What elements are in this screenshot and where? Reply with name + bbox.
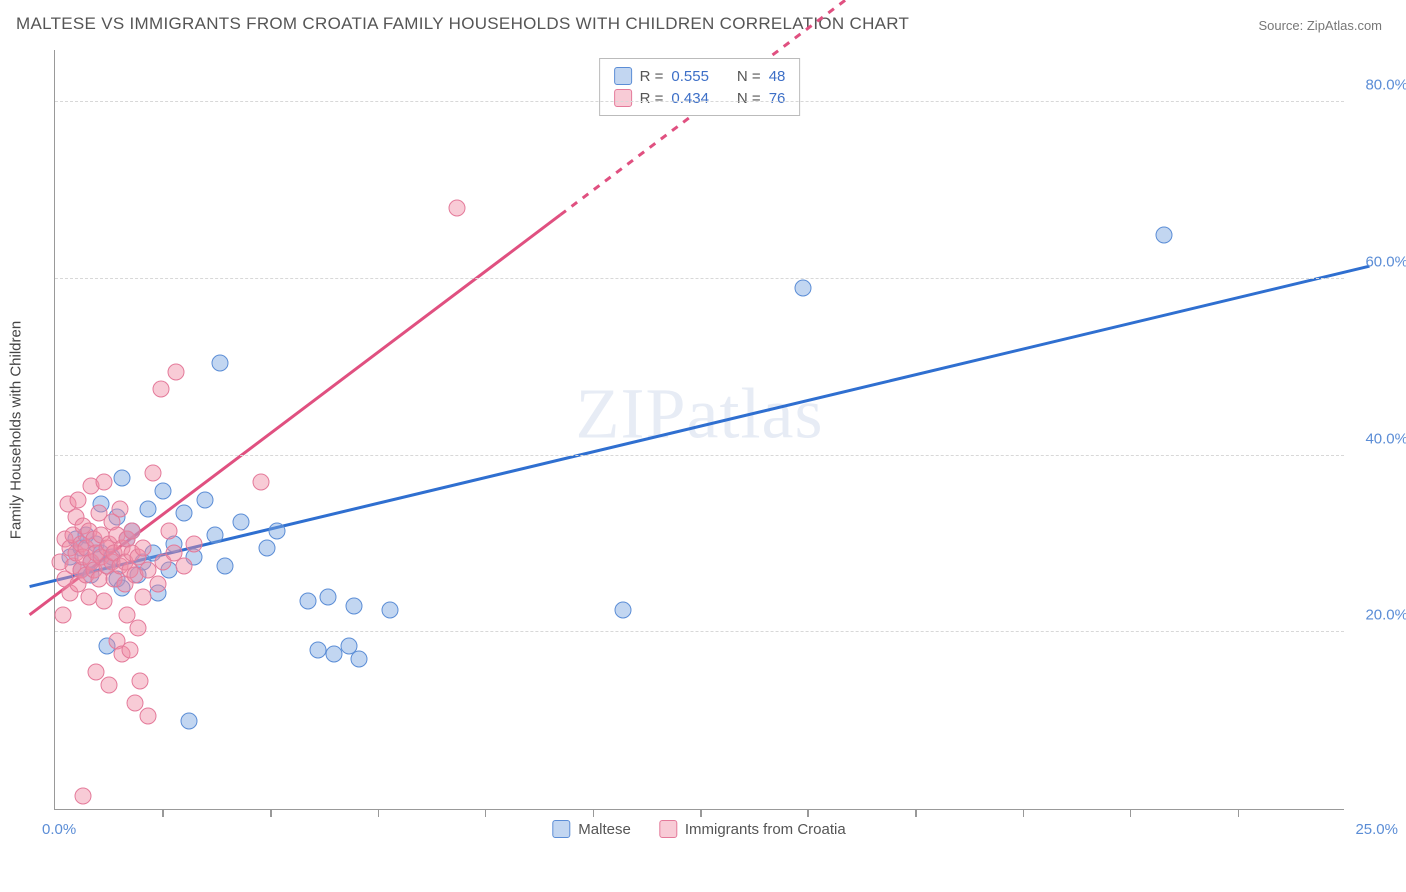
stats-row: R =0.555N =48 bbox=[614, 65, 786, 87]
x-tick bbox=[1130, 809, 1132, 817]
y-tick-label: 40.0% bbox=[1365, 430, 1406, 447]
y-tick-label: 60.0% bbox=[1365, 253, 1406, 270]
data-point bbox=[351, 650, 368, 667]
data-point bbox=[176, 504, 193, 521]
x-axis-max-label: 25.0% bbox=[1355, 821, 1398, 838]
x-tick bbox=[270, 809, 272, 817]
legend-item: Maltese bbox=[552, 820, 631, 838]
legend-swatch bbox=[659, 820, 677, 838]
data-point bbox=[134, 588, 151, 605]
data-point bbox=[382, 602, 399, 619]
y-tick-label: 80.0% bbox=[1365, 77, 1406, 94]
data-point bbox=[96, 474, 113, 491]
data-point bbox=[121, 641, 138, 658]
x-tick bbox=[1023, 809, 1025, 817]
data-point bbox=[145, 465, 162, 482]
data-point bbox=[299, 593, 316, 610]
gridline bbox=[55, 455, 1344, 456]
x-tick bbox=[378, 809, 380, 817]
data-point bbox=[129, 619, 146, 636]
data-point bbox=[206, 527, 223, 544]
data-point bbox=[325, 646, 342, 663]
data-point bbox=[346, 597, 363, 614]
data-point bbox=[176, 557, 193, 574]
data-point bbox=[449, 200, 466, 217]
y-axis-title: Family Households with Children bbox=[8, 321, 25, 539]
plot-region: ZIPatlas R =0.555N =48R =0.434N =76 20.0… bbox=[54, 50, 1344, 810]
x-tick bbox=[700, 809, 702, 817]
data-point bbox=[155, 482, 172, 499]
data-point bbox=[111, 500, 128, 517]
trend-lines-svg bbox=[55, 50, 1344, 809]
data-point bbox=[253, 474, 270, 491]
x-tick bbox=[593, 809, 595, 817]
data-point bbox=[1156, 226, 1173, 243]
data-point bbox=[310, 641, 327, 658]
chart-area: ZIPatlas R =0.555N =48R =0.434N =76 20.0… bbox=[54, 50, 1344, 810]
data-point bbox=[114, 469, 131, 486]
legend-label: Maltese bbox=[578, 821, 631, 838]
data-point bbox=[75, 787, 92, 804]
data-point bbox=[96, 593, 113, 610]
data-point bbox=[139, 500, 156, 517]
data-point bbox=[181, 712, 198, 729]
stats-legend: R =0.555N =48R =0.434N =76 bbox=[599, 58, 801, 116]
data-point bbox=[168, 363, 185, 380]
data-point bbox=[795, 279, 812, 296]
data-point bbox=[152, 381, 169, 398]
data-point bbox=[88, 664, 105, 681]
data-point bbox=[196, 491, 213, 508]
data-point bbox=[150, 575, 167, 592]
legend-swatch bbox=[614, 67, 632, 85]
x-tick bbox=[915, 809, 917, 817]
data-point bbox=[139, 708, 156, 725]
data-point bbox=[212, 354, 229, 371]
legend-label: Immigrants from Croatia bbox=[685, 821, 846, 838]
x-tick bbox=[1238, 809, 1240, 817]
chart-title: MALTESE VS IMMIGRANTS FROM CROATIA FAMIL… bbox=[16, 14, 909, 34]
gridline bbox=[55, 278, 1344, 279]
data-point bbox=[186, 535, 203, 552]
y-tick-label: 20.0% bbox=[1365, 607, 1406, 624]
data-point bbox=[320, 588, 337, 605]
data-point bbox=[124, 522, 141, 539]
source-label: Source: ZipAtlas.com bbox=[1258, 18, 1382, 33]
data-point bbox=[70, 491, 87, 508]
watermark: ZIPatlas bbox=[576, 373, 824, 456]
x-tick bbox=[807, 809, 809, 817]
data-point bbox=[258, 540, 275, 557]
data-point bbox=[126, 694, 143, 711]
gridline bbox=[55, 101, 1344, 102]
data-point bbox=[217, 557, 234, 574]
x-axis-origin-label: 0.0% bbox=[42, 821, 76, 838]
trend-line bbox=[30, 266, 1370, 586]
data-point bbox=[101, 677, 118, 694]
data-point bbox=[80, 588, 97, 605]
x-tick bbox=[162, 809, 164, 817]
data-point bbox=[132, 672, 149, 689]
stats-row: R =0.434N =76 bbox=[614, 87, 786, 109]
chart-container: MALTESE VS IMMIGRANTS FROM CROATIA FAMIL… bbox=[0, 0, 1406, 892]
data-point bbox=[268, 522, 285, 539]
data-point bbox=[134, 540, 151, 557]
data-point bbox=[54, 606, 71, 623]
legend-swatch bbox=[552, 820, 570, 838]
legend-swatch bbox=[614, 89, 632, 107]
series-legend: Maltese Immigrants from Croatia bbox=[552, 820, 845, 838]
legend-item: Immigrants from Croatia bbox=[659, 820, 846, 838]
x-tick bbox=[485, 809, 487, 817]
data-point bbox=[232, 513, 249, 530]
data-point bbox=[614, 602, 631, 619]
gridline bbox=[55, 631, 1344, 632]
data-point bbox=[160, 522, 177, 539]
